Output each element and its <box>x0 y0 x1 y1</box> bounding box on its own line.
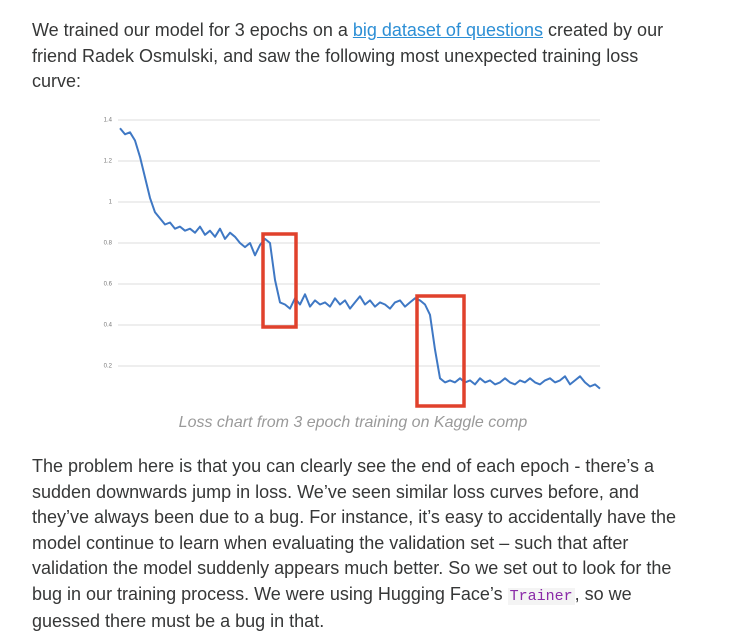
text: The problem here is that you can clearly… <box>32 456 677 604</box>
y-tick-label: 1.4 <box>104 118 113 124</box>
intro-paragraph: We trained our model for 3 epochs on a b… <box>32 18 692 95</box>
body-paragraph: The problem here is that you can clearly… <box>32 454 692 635</box>
y-tick-label: 0.6 <box>104 282 113 288</box>
chart: 0.2 0.4 0.6 0.8 1 1.2 1.4 <box>104 118 601 408</box>
code: Trainer <box>507 587 575 605</box>
caption: Loss chart from 3 epoch training on Kagg… <box>178 414 528 431</box>
y-tick-label: 1 <box>109 200 113 206</box>
y-tick-label: 0.8 <box>104 241 113 247</box>
y-tick-label: 0.4 <box>104 323 113 329</box>
link[interactable]: big dataset of questions <box>352 20 543 40</box>
highlight-box <box>261 232 298 329</box>
text: , so we guessed there must be a bug in t… <box>32 583 632 632</box>
loss-line <box>119 127 601 390</box>
text: created by our friend Radek Osmulski, an… <box>32 20 664 91</box>
highlight-box <box>415 294 466 408</box>
y-tick-label: 1.2 <box>104 159 113 165</box>
text: We trained our model for 3 epochs on a <box>32 20 353 40</box>
y-tick-label: 0.2 <box>104 364 113 370</box>
